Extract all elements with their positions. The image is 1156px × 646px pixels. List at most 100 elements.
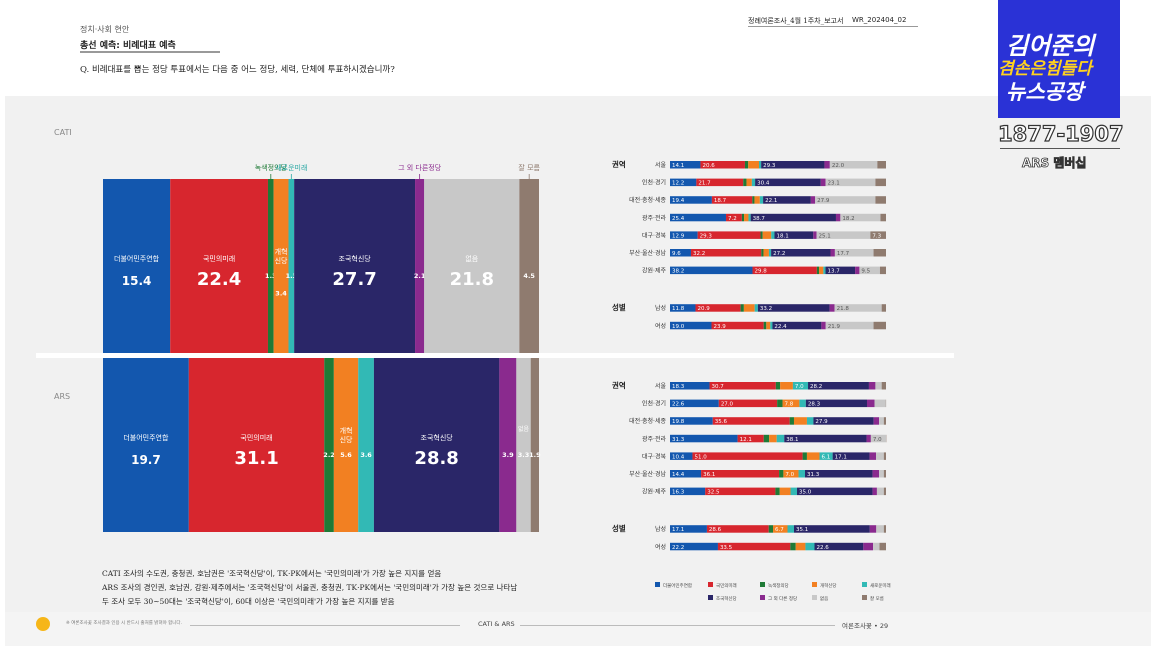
hbar-value-2-0-5-jokuk: 27.2 [773,251,785,257]
hbar-3-0-6-reform [779,487,791,496]
hbar-value-3-0-6-dem: 16.3 [672,490,685,496]
hbar-3-0-2-none [879,417,884,425]
hbar-2-0-3-dk [880,213,886,222]
hbar-value-2-0-4-none: 25.1 [819,233,831,239]
hbar-3-1-1-jokuk [814,542,864,551]
hbar-value-3-1-1-jokuk: 22.6 [817,545,830,551]
phone-number: 1877-1907 [997,121,1124,146]
section-label: 정치·사회 현안 [80,25,130,34]
hbar-2-0-6-dk [879,266,886,275]
hbar-2-0-6-other [855,266,860,275]
top-label-0-other: 그 외 다른정당 [398,163,442,172]
legend-label-jokuk: 조국혁신당 [716,595,737,602]
hbar-value-2-1-1-ppp: 23.9 [713,324,726,330]
hbar-2-0-2-ppp [711,196,753,204]
hbar-value-2-1-1-jokuk: 22.4 [774,324,787,330]
bar-0-other [415,179,425,353]
value-label-0-jokuk: 27.7 [332,269,376,290]
hbar-3-0-1-newfuture [799,399,806,408]
hbar-2-0-0-other [824,161,830,169]
hbar-2-1-0-newfuture [754,304,758,312]
hbar-2-0-0-dem [670,161,701,169]
header-band [5,0,1151,96]
hbar-value-3-0-1-reform: 7.8 [785,402,794,408]
hbar-3-0-6-jokuk [797,487,873,496]
footer-rule-right [520,625,835,626]
hbar-3-1-1-none [873,542,880,551]
value-label-1-ppp: 31.1 [234,448,278,469]
hbar-value-3-1-1-dem: 22.2 [672,545,684,551]
hbar-3-1-1-reform [795,542,806,551]
chart-1-title: ARS [54,392,70,401]
hbar-value-2-0-2-dem: 19.4 [672,198,685,204]
hbar-value-3-0-3-jokuk: 38.1 [786,437,798,443]
hbar-3-0-1-other [866,399,875,408]
hbar-2-0-4-green [760,231,763,239]
row-label-2-0-1: 인천·경기 [642,179,666,187]
hbar-value-3-0-6-jokuk: 35.0 [799,490,812,496]
hbar-value-3-0-0-newfuture: 7.0 [795,384,804,390]
logo-rule [1000,148,1120,149]
bar-label-1-reform: 개혁 신당 [340,426,353,444]
hbar-3-1-0-dem [670,525,707,533]
hbar-3-0-3-jokuk [784,434,867,443]
hbar-value-2-0-1-none: 23.1 [828,181,840,187]
value-label-0-other: 2.1 [414,272,426,280]
hbar-3-1-0-newfuture [787,525,794,533]
hbar-2-1-1-other [821,321,826,330]
legend-swatch-newfuture [862,582,867,587]
hbar-value-2-0-1-dem: 12.2 [672,181,684,187]
hbar-3-1-1-ppp [717,542,791,551]
top-label-0-dk: 잘 모름 [518,164,540,172]
hbar-value-2-0-6-ppp: 29.8 [755,269,768,275]
row-label-2-0-6: 강원·제주 [642,267,666,275]
hbar-2-0-0-reform [748,161,759,169]
legend-swatch-dk [862,595,867,600]
row-label-3-0-4: 대구·경북 [642,452,666,460]
hbar-2-0-0-none [829,161,878,169]
hbar-3-0-6-green [775,487,780,496]
hbar-3-0-4-jokuk [832,452,870,460]
hbar-3-0-3-ppp [737,434,764,443]
hbar-2-0-1-jokuk [755,178,821,187]
hbar-3-1-0-reform [773,525,788,533]
hbar-2-1-1-ppp [711,321,764,330]
row-label-3-0-0: 서울 [655,382,667,390]
hbar-3-1-0-none [876,525,884,533]
hbar-2-0-5-newfuture [768,249,772,257]
hbar-3-0-3-green [763,434,770,443]
hbar-3-0-5-reform [783,470,799,478]
bar-label-1-ppp: 국민의미래 [240,433,272,442]
page-subtitle: 총선 예측: 비례대표 예측 [80,41,176,51]
hbar-3-0-4-ppp [692,452,803,460]
value-label-0-none: 21.8 [450,269,494,290]
value-label-1-jokuk: 28.8 [414,448,458,469]
top-label-0-green: 녹색정의당 [255,163,288,172]
membership-caption: ARS 멤버십 [1022,156,1087,171]
bar-1-reform [333,358,359,532]
hbar-3-0-1-jokuk [805,399,867,408]
hbar-value-3-0-5-ppp: 36.1 [703,472,715,478]
hbar-3-1-0-other [869,525,877,533]
hbar-3-0-2-dk [883,417,886,425]
flower-logo-icon [36,617,50,631]
hbar-value-2-0-3-jokuk: 38.7 [753,216,766,222]
bar-1-other [499,358,517,532]
hbar-2-0-3-jokuk [750,213,836,222]
legend-swatch-reform [812,582,817,587]
hbar-3-0-1-green [777,399,783,408]
hbar-value-3-0-0-dem: 18.3 [672,384,685,390]
hbar-value-2-0-6-dem: 38.2 [672,269,684,275]
row-label-2-1-0: 남성 [655,304,666,312]
hbar-value-2-0-1-ppp: 21.7 [698,181,711,187]
hbar-2-1-0-other [829,304,835,312]
hbar-3-0-2-newfuture [806,417,814,425]
hbar-3-0-2-other [873,417,880,425]
hbar-3-0-3-none [870,434,886,443]
hbar-value-2-1-0-dem: 11.8 [672,306,685,312]
value-label-0-reform: 3.4 [275,290,287,298]
legend-label-newfuture: 새로운미래 [870,582,891,589]
hbar-value-3-1-1-ppp: 33.5 [720,545,733,551]
